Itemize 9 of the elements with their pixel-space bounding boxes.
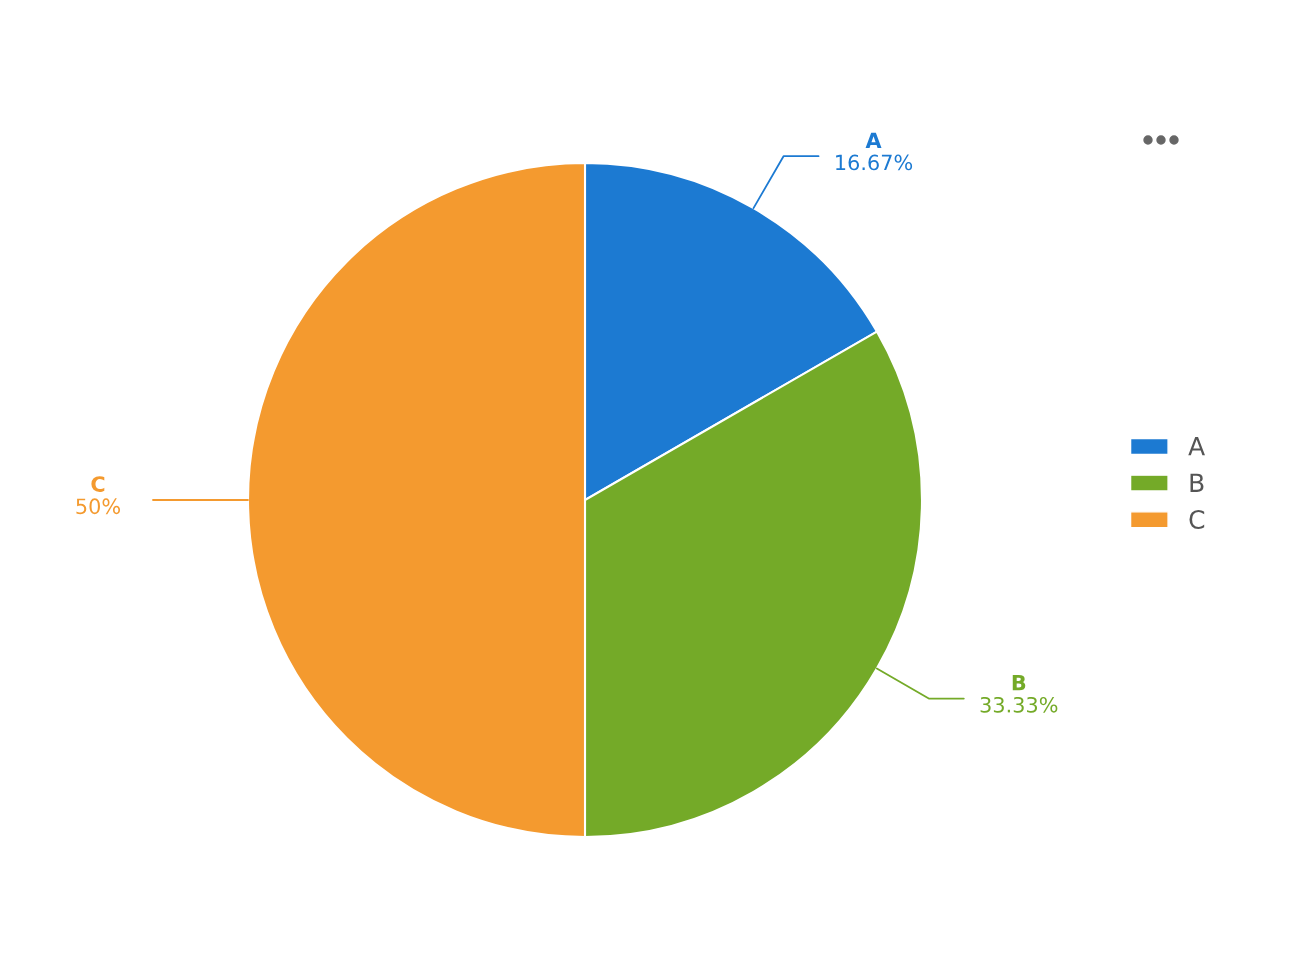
legend-label: C	[1189, 510, 1205, 529]
data-label: 33.33%	[980, 696, 1058, 713]
slice-label: A	[865, 132, 882, 148]
slice-label: C	[91, 476, 105, 492]
legend-label: A	[1188, 436, 1205, 456]
data-label: 16.67%	[836, 154, 913, 171]
legend-label: B	[1190, 473, 1204, 492]
slice-label: B	[1012, 675, 1026, 691]
data-label: 50%	[76, 498, 120, 515]
